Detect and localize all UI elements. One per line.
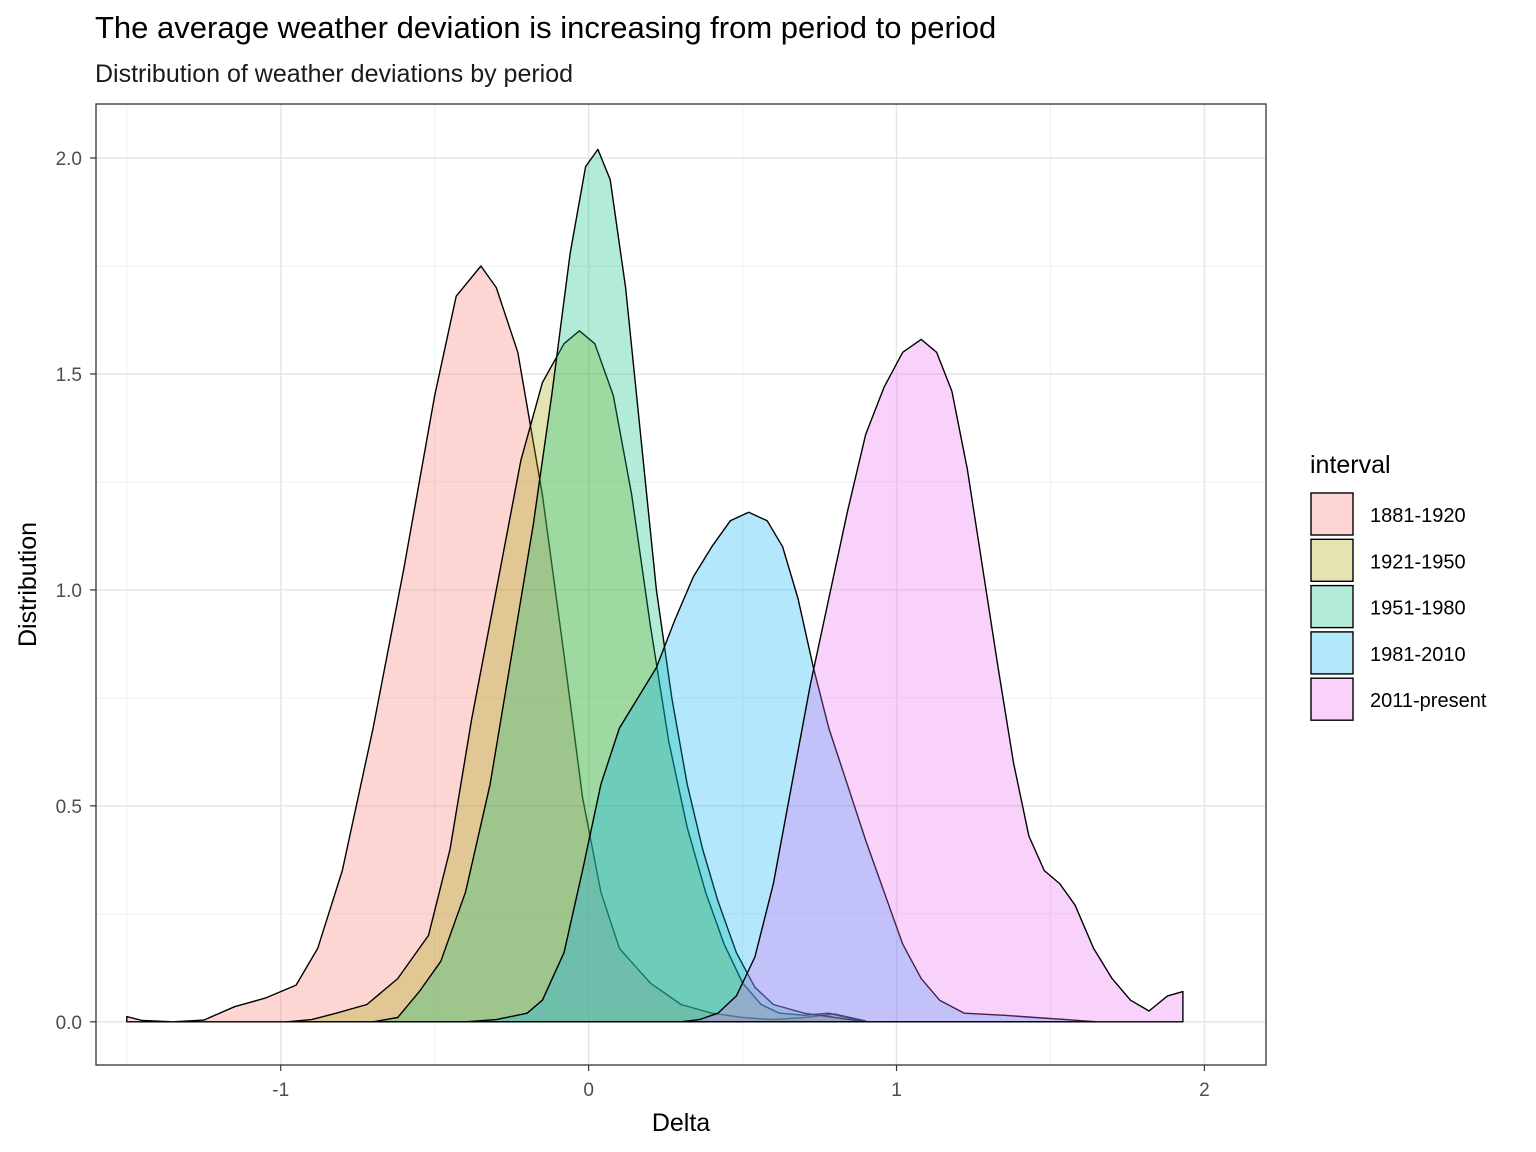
legend-key-bg [1311, 539, 1353, 582]
x-tick-label: 1 [891, 1080, 902, 1101]
y-axis: 0.0 0.5 1.0 1.5 2.0 [56, 149, 96, 1034]
legend-key-bg [1311, 585, 1353, 628]
density-area-1981-2010 [464, 511, 1098, 1023]
legend-label: 1951-1980 [1370, 598, 1466, 620]
legend-key-2011-present [1310, 677, 1354, 721]
y-tick-label: 1.0 [56, 581, 82, 602]
density-areas [126, 148, 1184, 1023]
x-tick-label: 2 [1199, 1080, 1210, 1101]
x-axis: -1 0 1 2 [272, 1065, 1210, 1101]
x-tick-label: 0 [583, 1080, 594, 1101]
chart-title: The average weather deviation is increas… [95, 10, 997, 45]
plot-panel [96, 104, 1266, 1065]
x-axis-title: Delta [652, 1109, 710, 1137]
legend-label: 1921-1950 [1370, 551, 1466, 573]
density-area-1921-1950 [286, 330, 867, 1023]
y-tick-label: 1.5 [56, 365, 82, 386]
legend-key-1921-1950 [1310, 538, 1354, 582]
legend-key-1981-2010 [1310, 631, 1354, 675]
legend-key-bg [1311, 678, 1353, 721]
legend-label: 1881-1920 [1370, 505, 1466, 527]
legend-key-bg [1311, 631, 1353, 674]
chart-subtitle: Distribution of weather deviations by pe… [95, 60, 574, 88]
y-tick-label: 0.0 [56, 1013, 82, 1034]
legend-key-1951-1980 [1310, 584, 1354, 629]
plot-border [95, 103, 1267, 1066]
y-axis-title: Distribution [14, 522, 42, 647]
y-tick-label: 2.0 [56, 149, 82, 170]
legend-label: 2011-present [1370, 690, 1487, 712]
density-area-2011-present [680, 338, 1184, 1023]
legend-key-1881-1920 [1310, 492, 1354, 536]
legend-title: interval [1310, 451, 1391, 479]
y-tick-label: 0.5 [56, 797, 82, 818]
legend-label: 1981-2010 [1370, 644, 1466, 666]
density-area-1881-1920 [126, 265, 867, 1023]
x-tick-label: -1 [272, 1080, 289, 1101]
legend-key-bg [1311, 493, 1353, 535]
density-area-1951-1980 [372, 148, 867, 1023]
legend: interval 1881-1920 1921-1950 1951-1980 1981… [1310, 451, 1487, 721]
grid-minor [96, 104, 1266, 1065]
